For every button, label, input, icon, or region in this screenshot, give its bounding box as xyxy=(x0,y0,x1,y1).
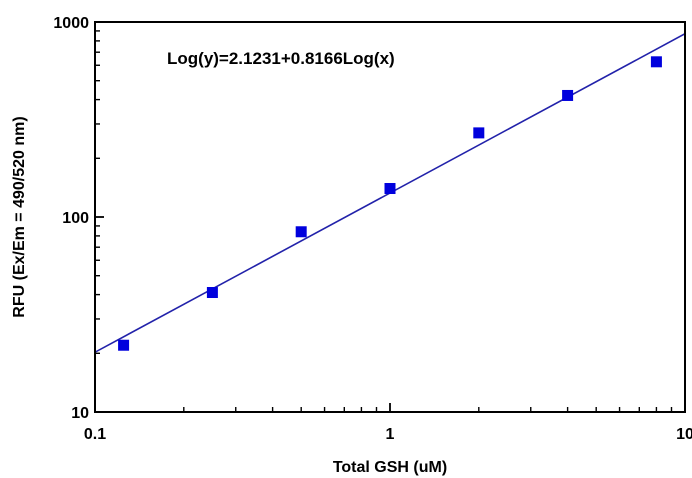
fit-equation: Log(y)=2.1231+0.8166Log(x) xyxy=(167,49,395,68)
data-point xyxy=(118,339,130,351)
data-point xyxy=(295,226,307,238)
y-tick-label: 1000 xyxy=(53,15,89,32)
data-point xyxy=(384,183,396,195)
points-layer xyxy=(118,56,662,351)
x-tick-label: 1 xyxy=(386,426,395,443)
x-tick-label: 10 xyxy=(676,426,692,443)
y-tick-label: 100 xyxy=(62,210,89,227)
plot-frame xyxy=(94,21,686,413)
y-axis-label: RFU (Ex/Em = 490/520 nm) xyxy=(11,116,28,317)
x-axis-label: Total GSH (uM) xyxy=(333,459,447,476)
data-point xyxy=(562,89,574,101)
data-point xyxy=(206,287,218,299)
x-tick-label: 0.1 xyxy=(84,426,106,443)
data-point xyxy=(473,127,485,139)
data-point xyxy=(650,56,662,68)
ticks-layer: 0.1 1 10 10 100 1000 xyxy=(53,15,692,443)
y-tick-label: 10 xyxy=(71,405,89,422)
